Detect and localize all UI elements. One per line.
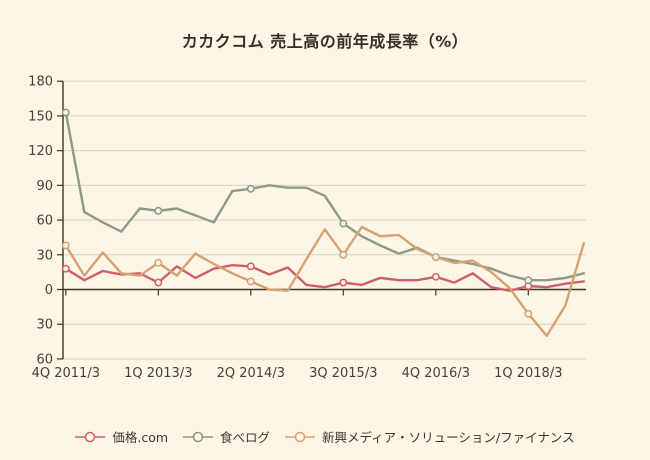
data-point-marker (154, 206, 163, 215)
data-point-marker (524, 309, 533, 318)
x-axis-label: 1Q 2018/3 (494, 366, 562, 381)
data-point-marker (339, 250, 348, 259)
grid-lines (63, 80, 586, 360)
y-axis-label: 120 (28, 144, 53, 159)
y-axis-label: 60 (36, 352, 53, 367)
y-axis-label: 90 (36, 179, 53, 194)
x-axis-label: 4Q 2016/3 (402, 366, 470, 381)
data-point-marker (339, 219, 348, 228)
y-axis-label: 0 (45, 283, 53, 298)
legend-item-3: 新興メディア・ソリューション/ファイナンス (285, 427, 575, 446)
data-point-marker (61, 241, 70, 250)
legend-marker-icon (75, 431, 106, 442)
series-line (64, 111, 585, 282)
y-axis-label: 150 (28, 109, 53, 124)
series-1 (61, 262, 585, 292)
data-point-marker (431, 253, 440, 262)
data-point-marker (339, 278, 348, 287)
y-axis-label: 60 (36, 214, 53, 229)
chart-title: カカクコム 売上高の前年成長率（%） (181, 32, 469, 51)
data-point-marker (524, 276, 533, 285)
x-axis-label: 1Q 2013/3 (124, 366, 192, 381)
x-axis-label: 4Q 2011/3 (32, 366, 100, 381)
chart-legend: 価格.com 食べログ 新興メディア・ソリューション/ファイナンス (0, 427, 650, 446)
y-axis-ticks: 180 150 120 90 60 30 0 30 60 (28, 75, 63, 367)
y-axis-label: 180 (28, 75, 53, 90)
series-2 (61, 108, 585, 285)
legend-label: 価格.com (112, 430, 169, 445)
data-point-marker (246, 277, 255, 286)
x-axis-label: 3Q 2015/3 (309, 366, 377, 381)
data-point-marker (61, 264, 70, 273)
data-point-marker (154, 258, 163, 267)
data-point-marker (61, 108, 70, 117)
x-axis-ticks: 4Q 2011/3 1Q 2013/3 2Q 2014/3 3Q 2015/3 4Q 2… (32, 289, 562, 381)
legend-label: 新興メディア・ソリューション/ファイナンス (322, 430, 575, 445)
x-axis-label: 2Q 2014/3 (217, 366, 285, 381)
data-point-marker (246, 262, 255, 271)
data-point-marker (431, 272, 440, 281)
y-axis-label: 30 (36, 248, 53, 263)
y-axis-label: 30 (36, 318, 53, 333)
legend-marker-icon (183, 431, 214, 442)
data-point-marker (246, 184, 255, 193)
legend-item-1: 価格.com (75, 427, 168, 446)
data-point-marker (154, 278, 163, 287)
legend-item-2: 食べログ (183, 427, 270, 446)
series-3 (61, 225, 585, 337)
legend-label: 食べログ (220, 430, 271, 445)
series-line (64, 225, 585, 337)
legend-marker-icon (285, 431, 316, 442)
series-line (64, 264, 585, 292)
